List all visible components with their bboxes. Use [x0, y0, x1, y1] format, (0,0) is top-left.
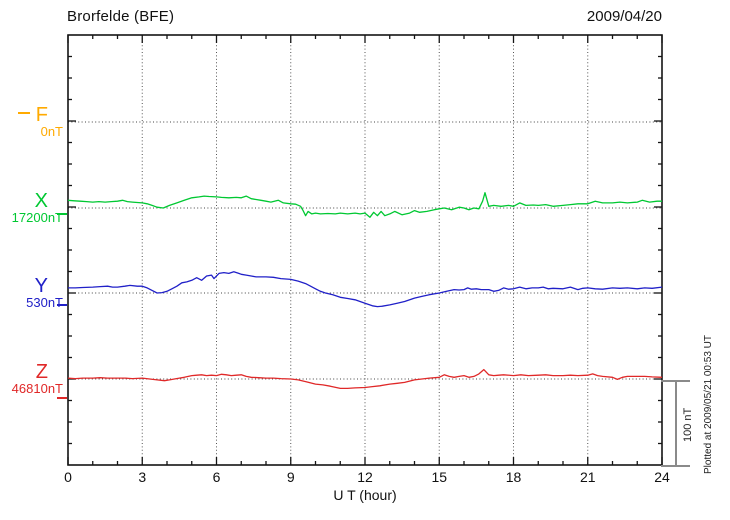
plotted-at-note: Plotted at 2009/05/21 00:53 UT: [703, 335, 714, 475]
series-baseline-X: 17200nT: [11, 210, 63, 225]
series-label-Z: Z: [35, 361, 48, 383]
x-tick-label-6: 6: [212, 469, 221, 485]
x-tick-label-24: 24: [654, 469, 670, 485]
series-baseline-F: 0nT: [40, 124, 63, 139]
trace-X: [67, 192, 662, 218]
x-tick-label-15: 15: [431, 469, 448, 485]
x-tick-label-0: 0: [64, 469, 72, 485]
series-label-Y: Y: [34, 275, 48, 297]
plot-date: 2009/04/20: [586, 8, 662, 25]
series-label-F: F: [35, 104, 48, 126]
x-tick-label-21: 21: [579, 469, 596, 485]
x-axis-label: U T (hour): [333, 487, 397, 503]
series-baseline-Z: 46810nT: [11, 381, 63, 396]
series-label-X: X: [34, 190, 48, 212]
x-tick-label-9: 9: [286, 469, 295, 485]
series-baseline-Y: 530nT: [26, 295, 63, 310]
x-tick-label-18: 18: [505, 469, 522, 485]
plot-title: Brorfelde (BFE): [67, 8, 175, 25]
trace-Z: [67, 368, 663, 390]
scale-bar-label: 100 nT: [682, 407, 694, 442]
x-tick-label-3: 3: [138, 469, 147, 485]
trace-Y: [68, 271, 663, 308]
x-tick-label-12: 12: [357, 469, 373, 485]
